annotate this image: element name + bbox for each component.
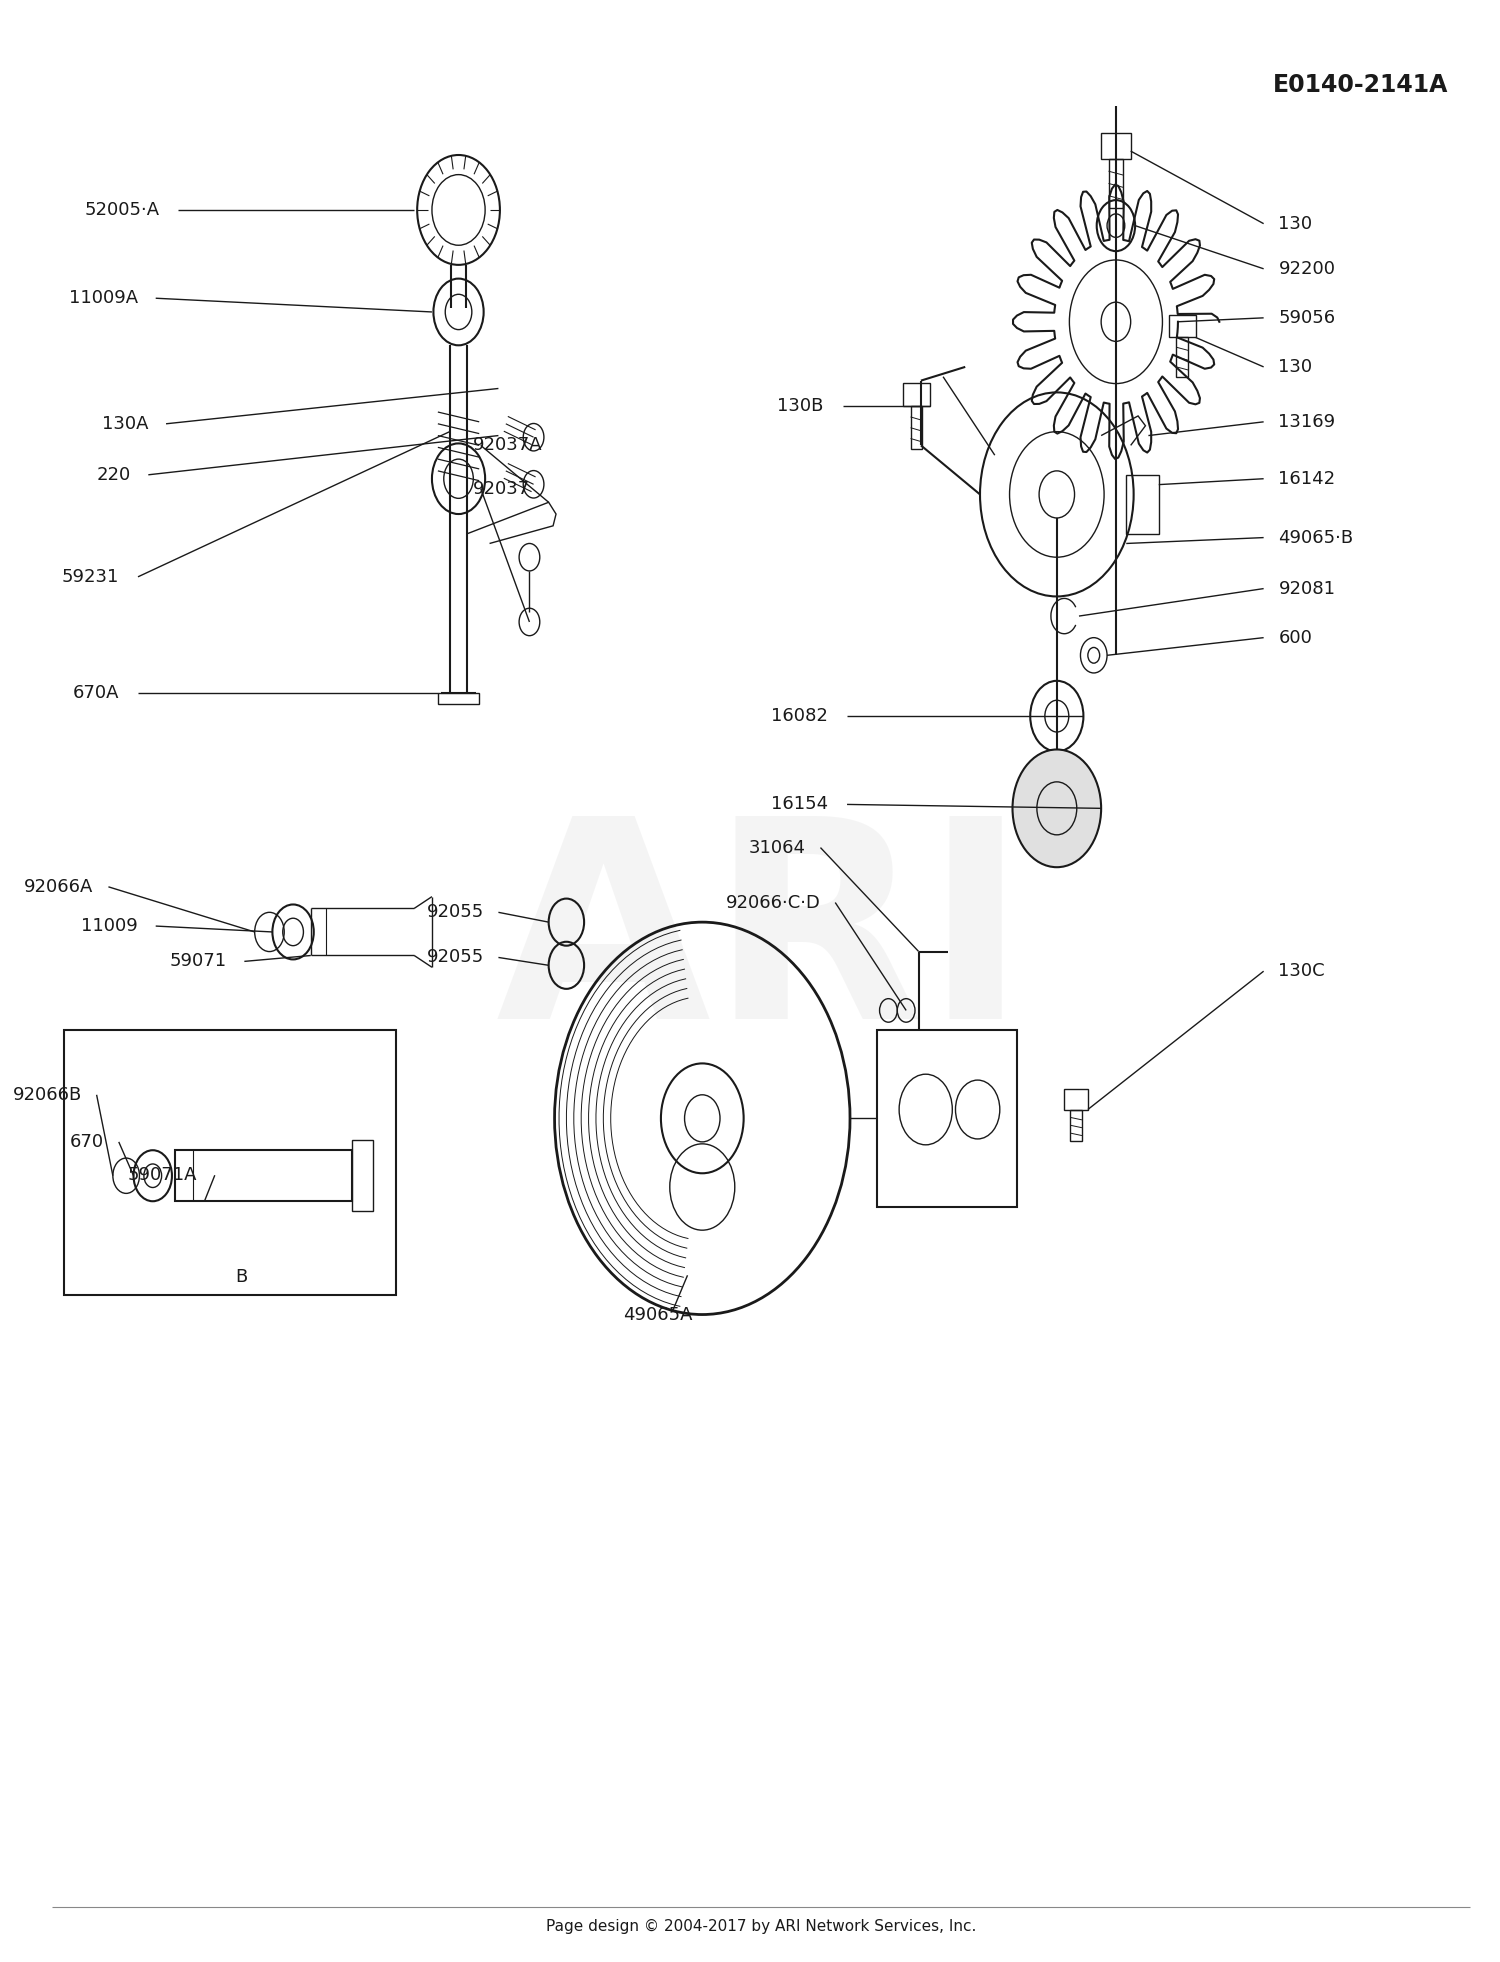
Bar (1064, 1089, 1088, 1109)
Text: 130: 130 (1278, 214, 1312, 233)
Bar (64, 1030, 396, 1295)
Text: 92037A: 92037A (474, 436, 543, 455)
Text: 130A: 130A (102, 414, 148, 434)
Text: 130B: 130B (777, 396, 824, 416)
Text: 13169: 13169 (1278, 412, 1335, 432)
Text: B: B (236, 1267, 248, 1287)
Bar (1070, 1109, 1082, 1140)
Text: 52005·A: 52005·A (86, 200, 160, 220)
Text: 92066·C·D: 92066·C·D (726, 893, 821, 912)
Text: 49065·B: 49065·B (1278, 528, 1353, 547)
Text: 16082: 16082 (771, 706, 828, 726)
Bar (910, 406, 922, 449)
Bar (876, 1030, 1017, 1207)
Text: 59071A: 59071A (128, 1165, 196, 1185)
Text: 92066B: 92066B (12, 1085, 82, 1105)
Text: 130: 130 (1278, 357, 1312, 377)
Text: 670: 670 (70, 1132, 104, 1152)
Bar (1126, 475, 1160, 534)
Text: 92066A: 92066A (24, 877, 93, 897)
Text: 600: 600 (1278, 628, 1312, 647)
Text: 220: 220 (96, 465, 130, 485)
Text: 92055: 92055 (426, 903, 483, 922)
Text: 92055: 92055 (426, 948, 483, 967)
Text: 92081: 92081 (1278, 579, 1335, 598)
Text: 49065A: 49065A (622, 1305, 693, 1324)
Bar (1168, 314, 1196, 337)
Bar (1101, 133, 1131, 159)
Bar (903, 383, 930, 406)
Bar (438, 693, 479, 704)
Bar (1108, 159, 1124, 208)
Text: 59056: 59056 (1278, 308, 1335, 328)
Bar (1176, 337, 1188, 377)
Text: E0140-2141A: E0140-2141A (1274, 73, 1449, 96)
Text: 16154: 16154 (771, 795, 828, 814)
Text: Page design © 2004-2017 by ARI Network Services, Inc.: Page design © 2004-2017 by ARI Network S… (546, 1919, 976, 1935)
Text: 31064: 31064 (748, 838, 806, 857)
Text: ARI: ARI (495, 806, 1028, 1077)
Text: 59231: 59231 (62, 567, 118, 587)
Text: 59071: 59071 (170, 952, 226, 971)
Text: 130C: 130C (1278, 961, 1324, 981)
Text: 92037: 92037 (474, 479, 531, 498)
Text: 16142: 16142 (1278, 469, 1335, 489)
Text: 11009A: 11009A (69, 288, 138, 308)
Circle shape (1013, 749, 1101, 867)
Bar (176, 1150, 352, 1201)
Text: 11009: 11009 (81, 916, 138, 936)
Text: 670A: 670A (72, 683, 118, 702)
Text: 92200: 92200 (1278, 259, 1335, 279)
Bar (352, 1140, 374, 1211)
